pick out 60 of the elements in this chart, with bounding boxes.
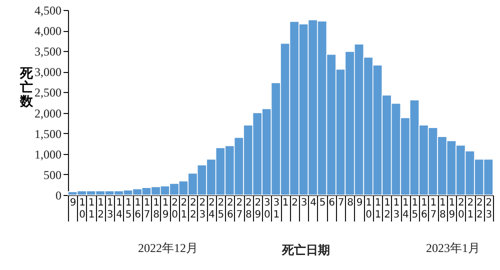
x-tick-label: 17 [430, 198, 437, 220]
x-tick-label: 16 [134, 198, 141, 220]
x-tick-label: 9 [70, 198, 76, 208]
x-tick-label: 19 [448, 198, 456, 220]
x-tick-label: 1 2 [384, 198, 390, 220]
y-tick-label: 3,000 [34, 65, 62, 80]
x-tick-label: 4 [310, 198, 317, 208]
x-tick-label: 12 [98, 198, 104, 220]
x-tick-label: 10 [79, 198, 86, 220]
y-tick-label: 4,500 [34, 4, 62, 18]
x-tick-label: 9 [356, 198, 363, 208]
x-tick-label: 18 [153, 198, 160, 220]
y-tick-label: 1,000 [34, 147, 62, 162]
x-tick-label: 13 [106, 198, 114, 220]
x-axis-title: 死亡日期 [281, 243, 330, 257]
x-tick-label: 14 [402, 198, 409, 220]
y-tick-label: 2,500 [34, 86, 62, 100]
x-tick-label: 19 [162, 198, 169, 220]
x-tick-label: 5 [319, 198, 326, 208]
y-tick-label: 500 [44, 168, 62, 182]
y-tick-label: 4,000 [34, 24, 62, 38]
x-tick-label: 18 [439, 198, 446, 220]
y-tick-label: 3,500 [34, 44, 62, 59]
x-tick-label: 15 [125, 198, 132, 220]
x-tick-label: 11 [374, 198, 382, 220]
x-tick-label: 14 [116, 198, 123, 220]
x-tick-label: 6 [328, 198, 336, 208]
x-tick-label: 21 [180, 198, 188, 220]
x-tick-label: 2 [292, 198, 298, 208]
text: 2022年12月 [138, 241, 198, 255]
x-tick-label: 28 [245, 198, 252, 220]
x-tick-label: 31 [273, 198, 280, 220]
x-tick-label: 7 [338, 198, 344, 208]
x-tick-label: 8 [347, 198, 354, 208]
x-tick-label: 11 [88, 198, 95, 220]
y-tick-label: 2,000 [34, 106, 62, 120]
x-tick-label: 30 [264, 198, 270, 220]
y-tick-label: 1,500 [34, 126, 62, 141]
x-tick-label: 27 [236, 198, 243, 220]
y-tick-label: 0 [56, 188, 62, 202]
x-tick-label: 22 [190, 198, 196, 220]
x-tick-label: 15 [412, 198, 418, 220]
x-tick-label: 21 [467, 198, 474, 220]
x-tick-label: 16 [421, 198, 428, 220]
x-tick-label: 1 [282, 198, 289, 208]
x-tick-label: 13 [393, 198, 400, 220]
text: 2023年1月 [426, 241, 480, 255]
x-tick-label: 25 [218, 198, 224, 220]
x-tick-label: 23 [486, 198, 492, 220]
x-tick-label: 17 [144, 198, 150, 220]
x-tick-label: 22 [476, 198, 483, 220]
x-tick-label: 26 [226, 198, 234, 220]
x-tick-label: 20 [172, 198, 178, 220]
x-tick-label: 29 [254, 198, 262, 220]
x-tick-label: 3 [300, 198, 308, 208]
x-tick-label: 10 [366, 198, 372, 220]
y-axis-title: 死亡数 [19, 66, 34, 108]
x-tick-label: 24 [208, 198, 215, 220]
x-tick-label: 23 [199, 198, 206, 220]
x-tick-label: 20 [458, 198, 464, 220]
